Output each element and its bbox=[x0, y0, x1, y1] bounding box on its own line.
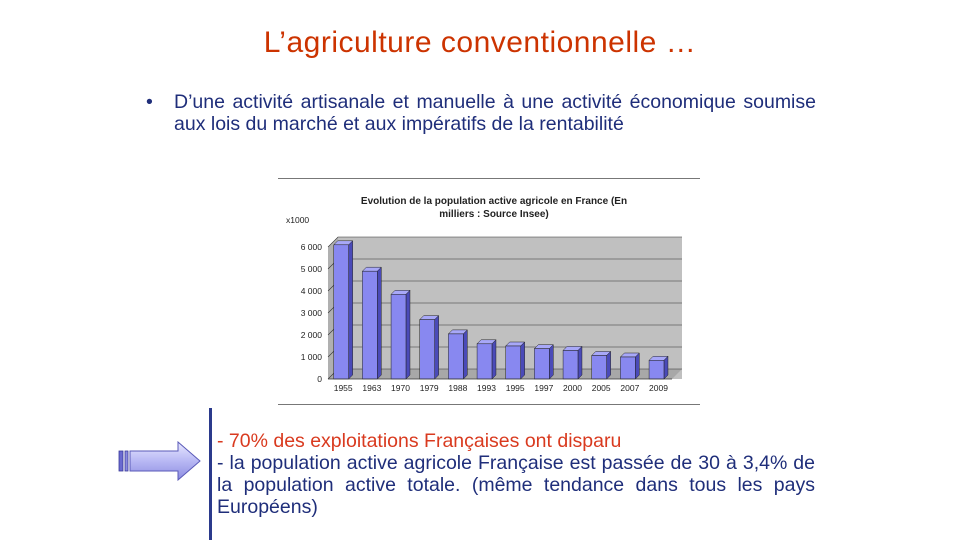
divider-bar bbox=[209, 408, 212, 540]
bar-side bbox=[607, 351, 611, 379]
x-tick-label: 2009 bbox=[649, 383, 668, 393]
bar-side bbox=[521, 342, 525, 379]
bar bbox=[477, 344, 492, 379]
chart-frame: Evolution de la population active agrico… bbox=[278, 178, 700, 405]
bar bbox=[391, 294, 406, 379]
bar bbox=[448, 334, 463, 379]
x-tick-label: 2007 bbox=[620, 383, 639, 393]
bar-side bbox=[635, 353, 639, 379]
x-tick-label: 1963 bbox=[362, 383, 381, 393]
conclusion-block: - 70% des exploitations Françaises ont d… bbox=[217, 430, 815, 518]
bar bbox=[534, 349, 549, 379]
bar-side bbox=[463, 330, 467, 379]
bullet-point: • D’une activité artisanale et manuelle … bbox=[146, 91, 816, 135]
x-tick-label: 1997 bbox=[534, 383, 553, 393]
bar-side bbox=[492, 340, 496, 379]
right-arrow-icon bbox=[118, 441, 202, 481]
y-tick-label: 6 000 bbox=[301, 242, 323, 252]
x-tick-label: 1979 bbox=[420, 383, 439, 393]
x-tick-label: 1995 bbox=[506, 383, 525, 393]
bar-side bbox=[578, 346, 582, 379]
y-tick-label: 0 bbox=[317, 374, 322, 384]
x-tick-label: 2005 bbox=[592, 383, 611, 393]
y-tick-label: 2 000 bbox=[301, 330, 323, 340]
chart-title-line2: milliers : Source Insee) bbox=[439, 209, 549, 220]
bar-side bbox=[406, 290, 410, 379]
conclusion-line-farms: - 70% des exploitations Françaises ont d… bbox=[217, 430, 815, 452]
bar-side bbox=[349, 241, 353, 379]
chart-unit-label: x1000 bbox=[286, 215, 309, 225]
x-tick-label: 1993 bbox=[477, 383, 496, 393]
x-tick-label: 1970 bbox=[391, 383, 410, 393]
bar bbox=[592, 355, 607, 379]
x-tick-label: 1988 bbox=[448, 383, 467, 393]
y-tick-label: 3 000 bbox=[301, 308, 323, 318]
x-tick-label: 1955 bbox=[334, 383, 353, 393]
bar bbox=[649, 360, 664, 379]
bar bbox=[334, 245, 349, 379]
bar-side bbox=[549, 345, 553, 379]
bar bbox=[362, 271, 377, 379]
population-chart: Evolution de la population active agrico… bbox=[278, 179, 700, 404]
bar bbox=[506, 346, 521, 379]
bar-side bbox=[435, 316, 439, 379]
bar bbox=[563, 350, 578, 379]
bar bbox=[420, 320, 435, 379]
plot-area: 0 1 000 2 000 3 000 4 000 5 000 6 000 1955 1963 1… bbox=[301, 237, 682, 393]
bar-side bbox=[377, 267, 381, 379]
x-tick-label: 2000 bbox=[563, 383, 582, 393]
conclusion-line-population: - la population active agricole Français… bbox=[217, 452, 815, 518]
y-tick-label: 4 000 bbox=[301, 286, 323, 296]
slide-title: L’agriculture conventionnelle … bbox=[0, 26, 960, 60]
chart-title-line1: Evolution de la population active agrico… bbox=[361, 196, 627, 207]
bullet-text: D’une activité artisanale et manuelle à … bbox=[174, 91, 816, 135]
y-tick-label: 5 000 bbox=[301, 264, 323, 274]
bullet-marker: • bbox=[146, 91, 153, 113]
y-tick-label: 1 000 bbox=[301, 352, 323, 362]
bar bbox=[620, 357, 635, 379]
